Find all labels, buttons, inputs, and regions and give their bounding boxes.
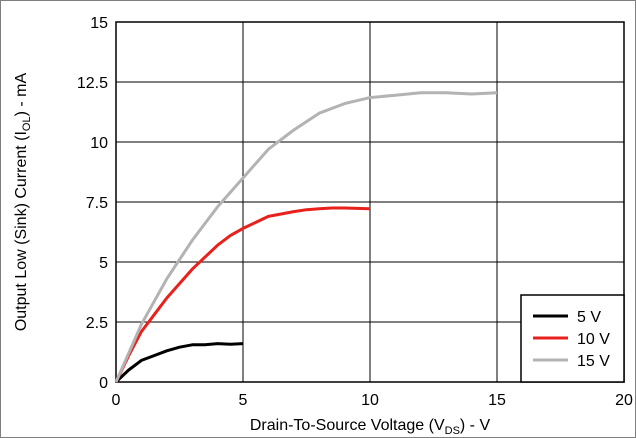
y-tick-label: 5	[99, 255, 108, 272]
series-line-5-v	[114, 342, 244, 384]
x-tick-label: 15	[488, 392, 506, 409]
series-lines	[114, 91, 498, 384]
x-tick-label: 10	[361, 392, 379, 409]
x-tick-label: 0	[112, 392, 121, 409]
y-tick-label: 10	[90, 135, 108, 152]
series-line-10-v	[114, 206, 371, 383]
plot-area	[115, 21, 625, 383]
y-tick-label: 12.5	[77, 75, 108, 92]
legend-label: 15 V	[577, 353, 610, 370]
tick-labels: 0 5 10 15 20 0 2.5 5 7.5 10 12.5 15	[77, 15, 633, 409]
series-line-15-v	[114, 91, 498, 383]
x-tick-label: 20	[615, 392, 633, 409]
legend-label: 10 V	[577, 331, 610, 348]
legend-label: 5 V	[577, 309, 601, 326]
y-axis-title: Output Low (Sink) Current (IOL) - mA	[13, 73, 33, 332]
y-tick-label: 2.5	[86, 315, 108, 332]
x-tick-label: 5	[239, 392, 248, 409]
x-axis-title: Drain-To-Source Voltage (VDS) - V	[250, 417, 491, 437]
y-tick-label: 15	[90, 15, 108, 32]
y-tick-label: 0	[99, 375, 108, 392]
legend: 5 V 10 V 15 V	[520, 294, 625, 383]
y-tick-label: 7.5	[86, 195, 108, 212]
